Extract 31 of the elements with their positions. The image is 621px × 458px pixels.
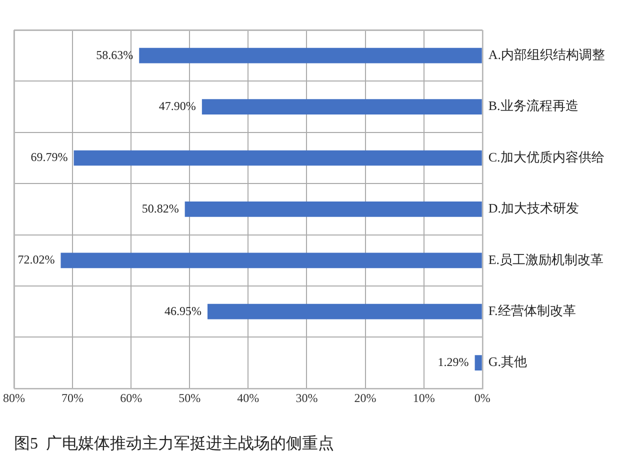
x-tick-label: 30% [296,390,318,405]
bar [184,202,482,217]
bar [60,252,482,268]
x-tick-label: 50% [178,390,201,405]
bar [474,355,482,370]
data-label: 72.02% [18,252,55,267]
bar [207,304,482,320]
data-label: 50.82% [142,201,179,216]
x-tick-label: 70% [62,390,84,405]
data-label: 46.95% [164,304,202,318]
y-tick-label: E.员工激励机制改革 [488,252,604,267]
x-tick-label: 80% [3,390,25,405]
text: 图5 广电媒体推动主力军挺进主战场的侧重点 [14,434,334,453]
bar [202,99,482,114]
bar [139,48,482,64]
x-tick-label: 60% [120,390,142,405]
y-tick-label: F.经营体制改革 [488,303,576,318]
y-tick-label: D.加大技术研发 [488,200,579,216]
x-tick-label: 40% [237,390,260,405]
y-tick-label: G.其他 [488,354,527,370]
y-tick-label: B.业务流程再造 [488,98,578,114]
data-label: 47.90% [158,98,196,113]
data-label: 58.63% [96,48,134,62]
y-tick-label: A.内部组织结构调整 [488,47,605,62]
data-label: 69.79% [30,150,68,164]
y-tick-label: C.加大优质内容供给 [488,149,604,164]
x-tick-label: 20% [354,390,376,405]
x-tick-label: 0% [474,390,490,405]
data-label: 1.29% [438,354,469,369]
bar [74,150,482,166]
x-tick-label: 10% [412,390,435,405]
